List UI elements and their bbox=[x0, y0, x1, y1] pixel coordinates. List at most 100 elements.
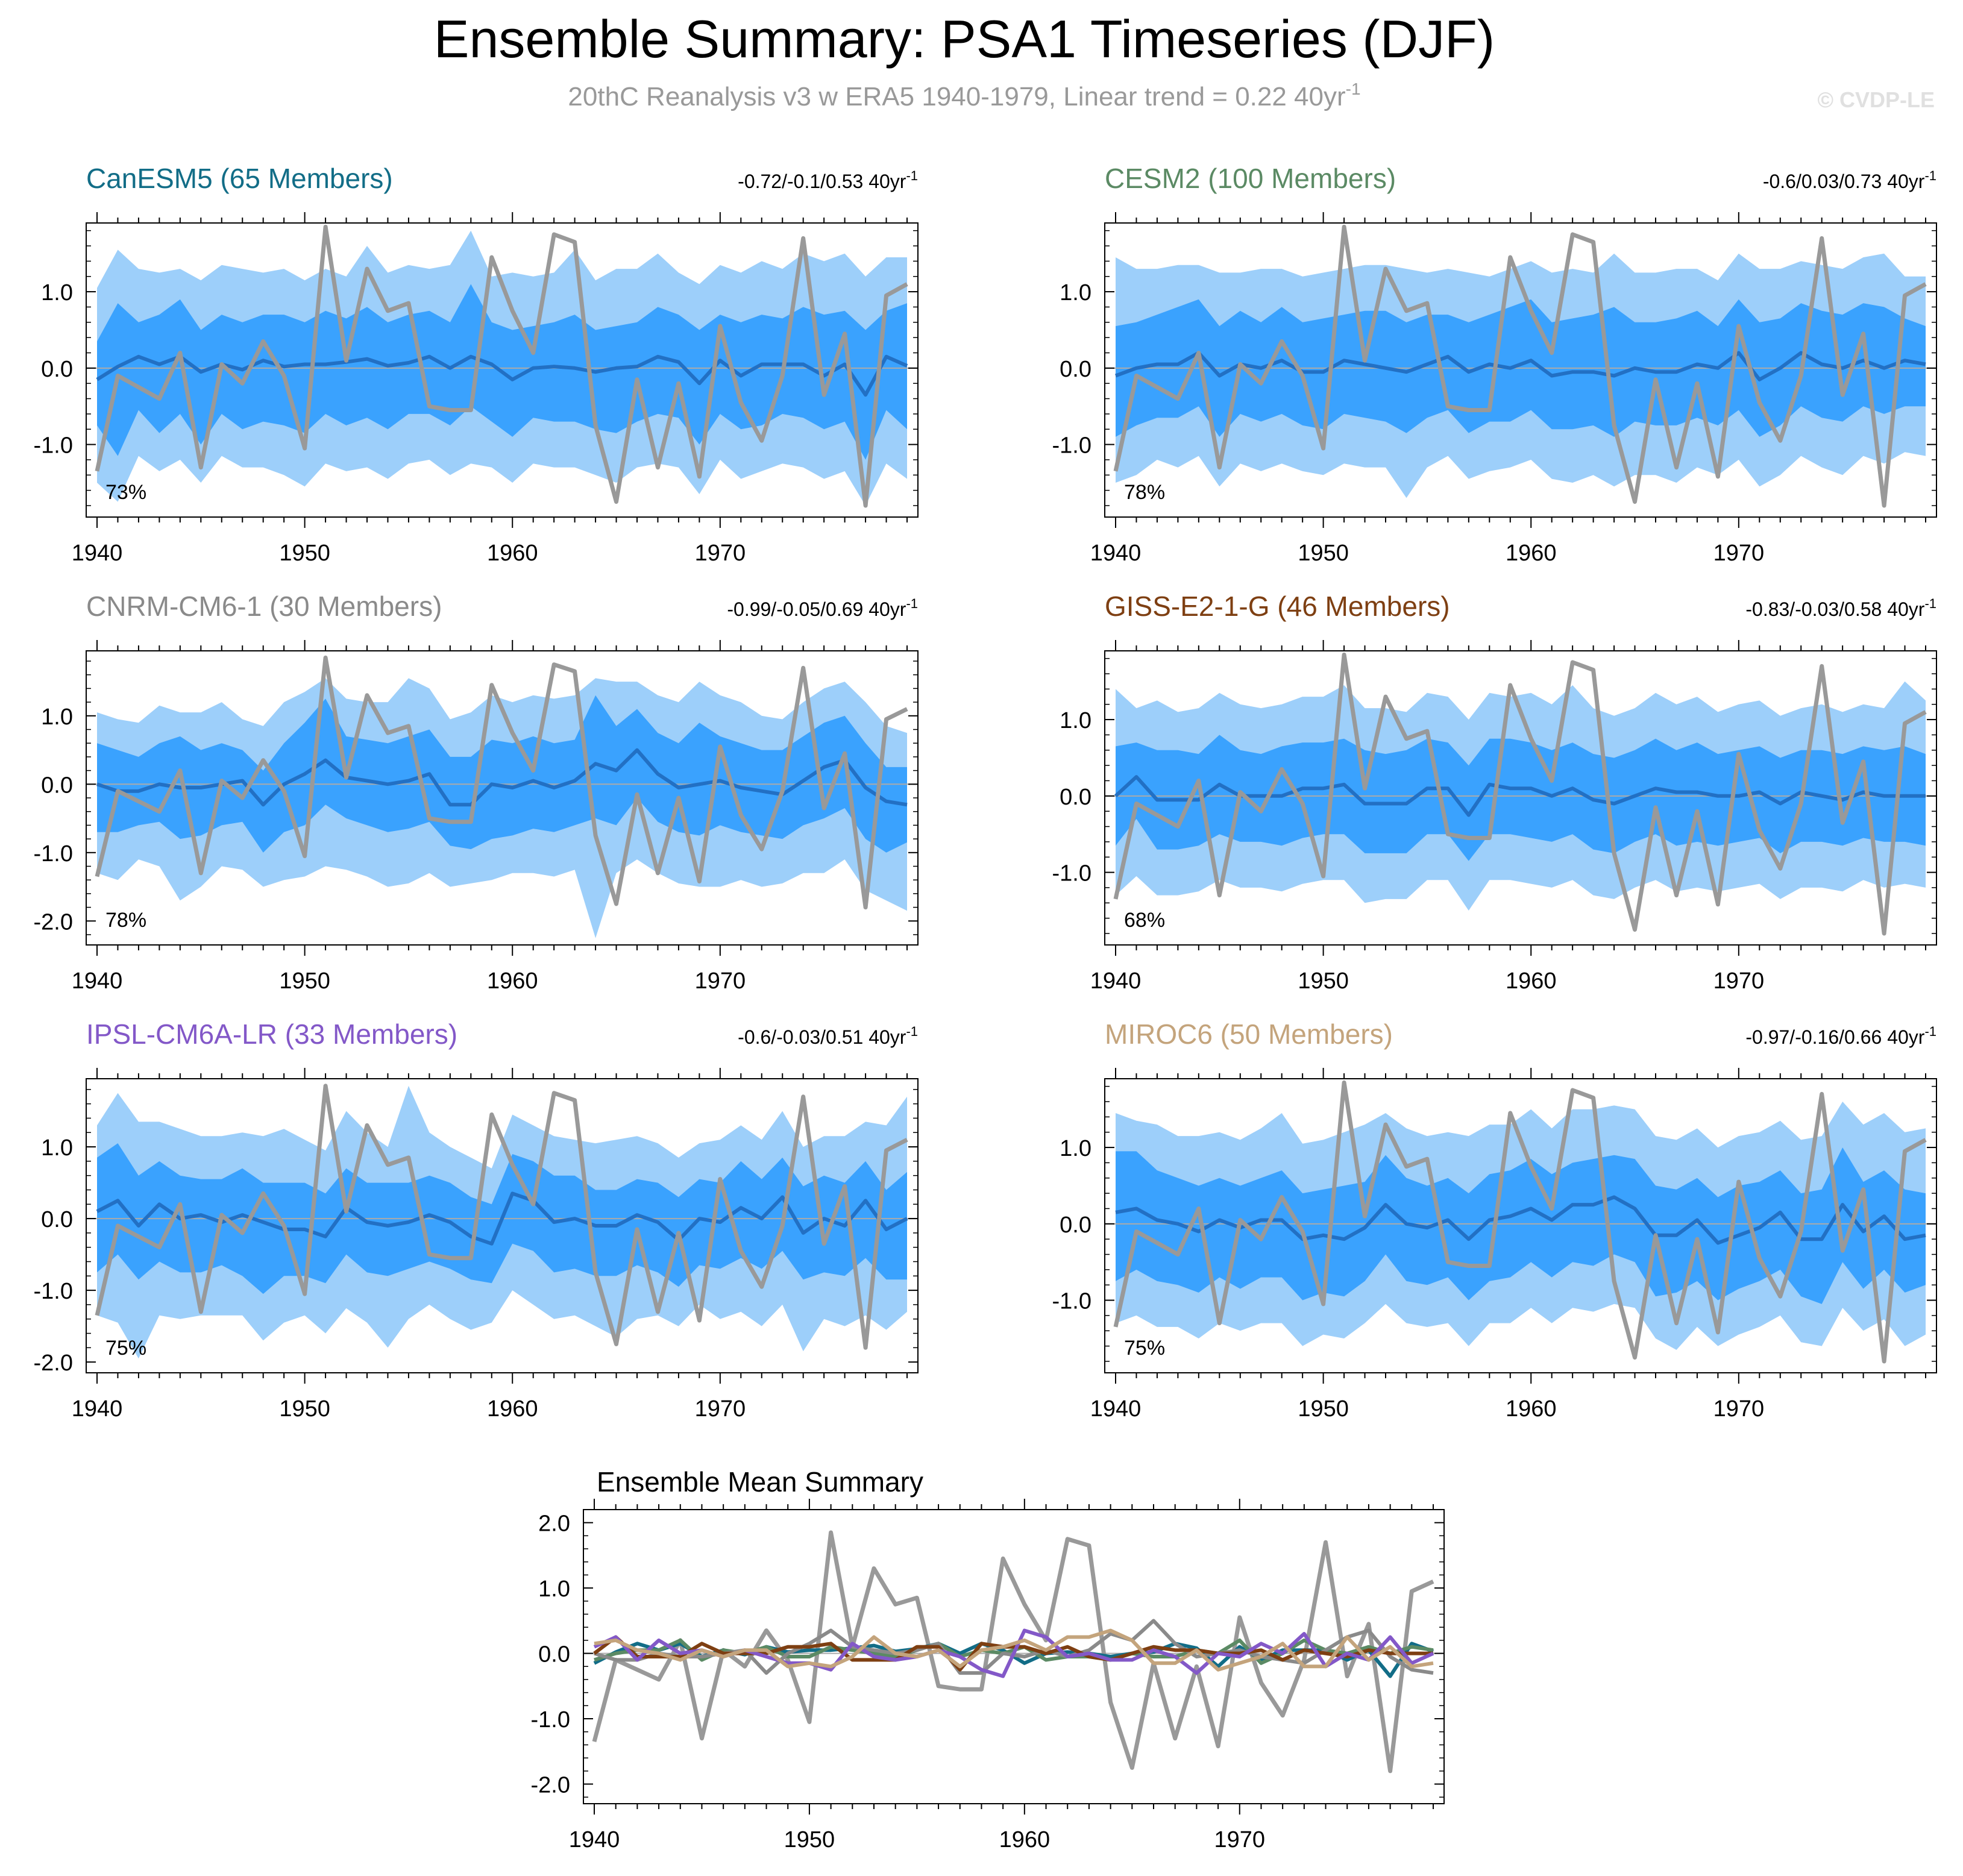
figure-subtitle: 20thC Reanalysis v3 w ERA5 1940-1979, Li… bbox=[568, 80, 1360, 111]
y-tick-label: 0.0 bbox=[1060, 785, 1091, 810]
observed-line bbox=[95, 1084, 908, 1350]
ensemble-mean-line bbox=[1114, 351, 1926, 381]
trend-values: -0.6/0.03/0.73 bbox=[1763, 171, 1887, 192]
trend-exponent: -1 bbox=[1924, 168, 1936, 183]
panel-7: -2.0 -1.0 0.0 1.0 2.0 1940 1950 1960 1970 Ensembl… bbox=[531, 1466, 1445, 1852]
trend-range-label: -0.6/-0.03/0.51 40yr-1 bbox=[738, 1024, 918, 1048]
series-line-0 bbox=[592, 1530, 1434, 1774]
y-tick-label: 1.0 bbox=[41, 704, 73, 730]
y-tick-label: 1.0 bbox=[1060, 708, 1091, 733]
y-tick-label: -2.0 bbox=[34, 1351, 73, 1376]
y-tick-label: -2.0 bbox=[531, 1772, 570, 1798]
x-tick-label: 1970 bbox=[695, 968, 746, 994]
trend-values: -0.97/-0.16/0.66 bbox=[1745, 1026, 1887, 1048]
observed-line bbox=[95, 224, 908, 508]
trend-range-label: -0.6/0.03/0.73 40yr-1 bbox=[1763, 168, 1936, 192]
panel-title: IPSL-CM6A-LR (33 Members) bbox=[86, 1018, 457, 1050]
x-tick-label: 1940 bbox=[72, 968, 123, 994]
y-tick-label: -1.0 bbox=[1052, 861, 1091, 886]
x-tick-label: 1940 bbox=[1090, 968, 1142, 994]
observed-line bbox=[1113, 652, 1927, 936]
y-tick-label: -1.0 bbox=[1052, 1289, 1091, 1314]
ensemble-mean-line bbox=[96, 1191, 908, 1246]
x-tick-label: 1960 bbox=[487, 968, 538, 994]
watermark: © CVDP-LE bbox=[1817, 87, 1935, 112]
trend-unit: 40yr bbox=[1887, 598, 1925, 620]
percent-label: 78% bbox=[105, 909, 146, 932]
ensemble-mean-line bbox=[96, 748, 908, 807]
panel-3: -2.0 -1.0 0.0 1.0 1940 1950 1960 1970 CNRM-CM6-1… bbox=[34, 591, 919, 994]
x-tick-label: 1970 bbox=[695, 541, 746, 566]
x-tick-label: 1970 bbox=[1214, 1827, 1265, 1852]
y-tick-label: -1.0 bbox=[34, 1279, 73, 1304]
x-tick-label: 1960 bbox=[1506, 541, 1557, 566]
panel-4: -1.0 0.0 1.0 1940 1950 1960 1970 GISS-E2-1-G (4… bbox=[1052, 591, 1937, 994]
panel-title: CNRM-CM6-1 (30 Members) bbox=[86, 591, 442, 622]
x-tick-label: 1940 bbox=[569, 1827, 620, 1852]
trend-exponent: -1 bbox=[906, 1024, 918, 1039]
trend-values: -0.99/-0.05/0.69 bbox=[727, 598, 868, 620]
observed-line bbox=[95, 655, 908, 910]
figure-title: Ensemble Summary: PSA1 Timeseries (DJF) bbox=[434, 9, 1495, 69]
y-tick-label: 1.0 bbox=[538, 1576, 570, 1602]
panel-1: -1.0 0.0 1.0 1940 1950 1960 1970 CanESM5 (65 Me… bbox=[34, 163, 919, 566]
y-tick-label: 1.0 bbox=[41, 280, 73, 306]
x-tick-label: 1950 bbox=[279, 1396, 330, 1422]
x-tick-label: 1950 bbox=[279, 541, 330, 566]
x-tick-label: 1950 bbox=[279, 968, 330, 994]
trend-unit: 40yr bbox=[1887, 171, 1925, 192]
y-tick-label: 0.0 bbox=[41, 357, 73, 382]
plot-frame bbox=[86, 222, 919, 518]
inner-spread-band bbox=[97, 695, 907, 853]
percent-label: 73% bbox=[105, 481, 146, 504]
y-tick-label: 1.0 bbox=[1060, 280, 1091, 306]
y-tick-label: 1.0 bbox=[41, 1135, 73, 1161]
panel-title: GISS-E2-1-G (46 Members) bbox=[1105, 591, 1450, 622]
x-tick-label: 1950 bbox=[784, 1827, 835, 1852]
trend-values: -0.72/-0.1/0.53 bbox=[738, 171, 868, 192]
y-tick-label: 0.0 bbox=[1060, 357, 1091, 382]
x-tick-label: 1960 bbox=[999, 1827, 1051, 1852]
inner-spread-band bbox=[1116, 1147, 1926, 1304]
x-tick-label: 1940 bbox=[1090, 1396, 1142, 1422]
x-tick-label: 1970 bbox=[1713, 1396, 1765, 1422]
x-tick-label: 1970 bbox=[1713, 541, 1765, 566]
x-tick-label: 1950 bbox=[1298, 968, 1349, 994]
y-tick-label: 0.0 bbox=[41, 1207, 73, 1232]
y-tick-label: -1.0 bbox=[1052, 433, 1091, 459]
y-tick-label: -1.0 bbox=[531, 1707, 570, 1733]
panel-title: CESM2 (100 Members) bbox=[1105, 163, 1396, 194]
panel-title: CanESM5 (65 Members) bbox=[86, 163, 393, 194]
x-tick-label: 1970 bbox=[1713, 968, 1765, 994]
trend-unit: 40yr bbox=[868, 1026, 906, 1048]
plot-frame bbox=[1104, 1078, 1937, 1373]
panel-2: -1.0 0.0 1.0 1940 1950 1960 1970 CESM2 (100 Mem… bbox=[1052, 163, 1937, 566]
trend-exponent: -1 bbox=[1924, 596, 1936, 611]
x-tick-label: 1960 bbox=[487, 541, 538, 566]
inner-spread-band bbox=[1116, 735, 1926, 861]
panels: -1.0 0.0 1.0 1940 1950 1960 1970 CanESM5 (65 Me… bbox=[34, 163, 1937, 1852]
subtitle-main: 20thC Reanalysis v3 w ERA5 1940-1979, Li… bbox=[568, 82, 1345, 111]
trend-range-label: -0.99/-0.05/0.69 40yr-1 bbox=[727, 596, 918, 620]
trend-unit: 40yr bbox=[868, 171, 906, 192]
trend-unit: 40yr bbox=[1887, 1026, 1925, 1048]
percent-label: 75% bbox=[1124, 1337, 1165, 1360]
trend-range-label: -0.83/-0.03/0.58 40yr-1 bbox=[1745, 596, 1936, 620]
x-tick-label: 1960 bbox=[1506, 1396, 1557, 1422]
y-tick-label: -1.0 bbox=[34, 841, 73, 867]
x-tick-label: 1940 bbox=[72, 1396, 123, 1422]
plot-frame bbox=[583, 1509, 1445, 1804]
x-tick-label: 1970 bbox=[695, 1396, 746, 1422]
percent-label: 75% bbox=[105, 1337, 146, 1360]
x-tick-label: 1950 bbox=[1298, 541, 1349, 566]
trend-values: -0.6/-0.03/0.51 bbox=[738, 1026, 868, 1048]
x-tick-label: 1960 bbox=[1506, 968, 1557, 994]
trend-range-label: -0.97/-0.16/0.66 40yr-1 bbox=[1745, 1024, 1936, 1048]
series-line-6 bbox=[594, 1628, 1434, 1672]
panel-5: -2.0 -1.0 0.0 1.0 1940 1950 1960 1970 IPSL-CM6A-… bbox=[34, 1018, 919, 1422]
trend-unit: 40yr bbox=[868, 598, 906, 620]
plot-frame bbox=[86, 1078, 919, 1373]
trend-exponent: -1 bbox=[1924, 1024, 1936, 1039]
percent-label: 78% bbox=[1124, 481, 1165, 504]
